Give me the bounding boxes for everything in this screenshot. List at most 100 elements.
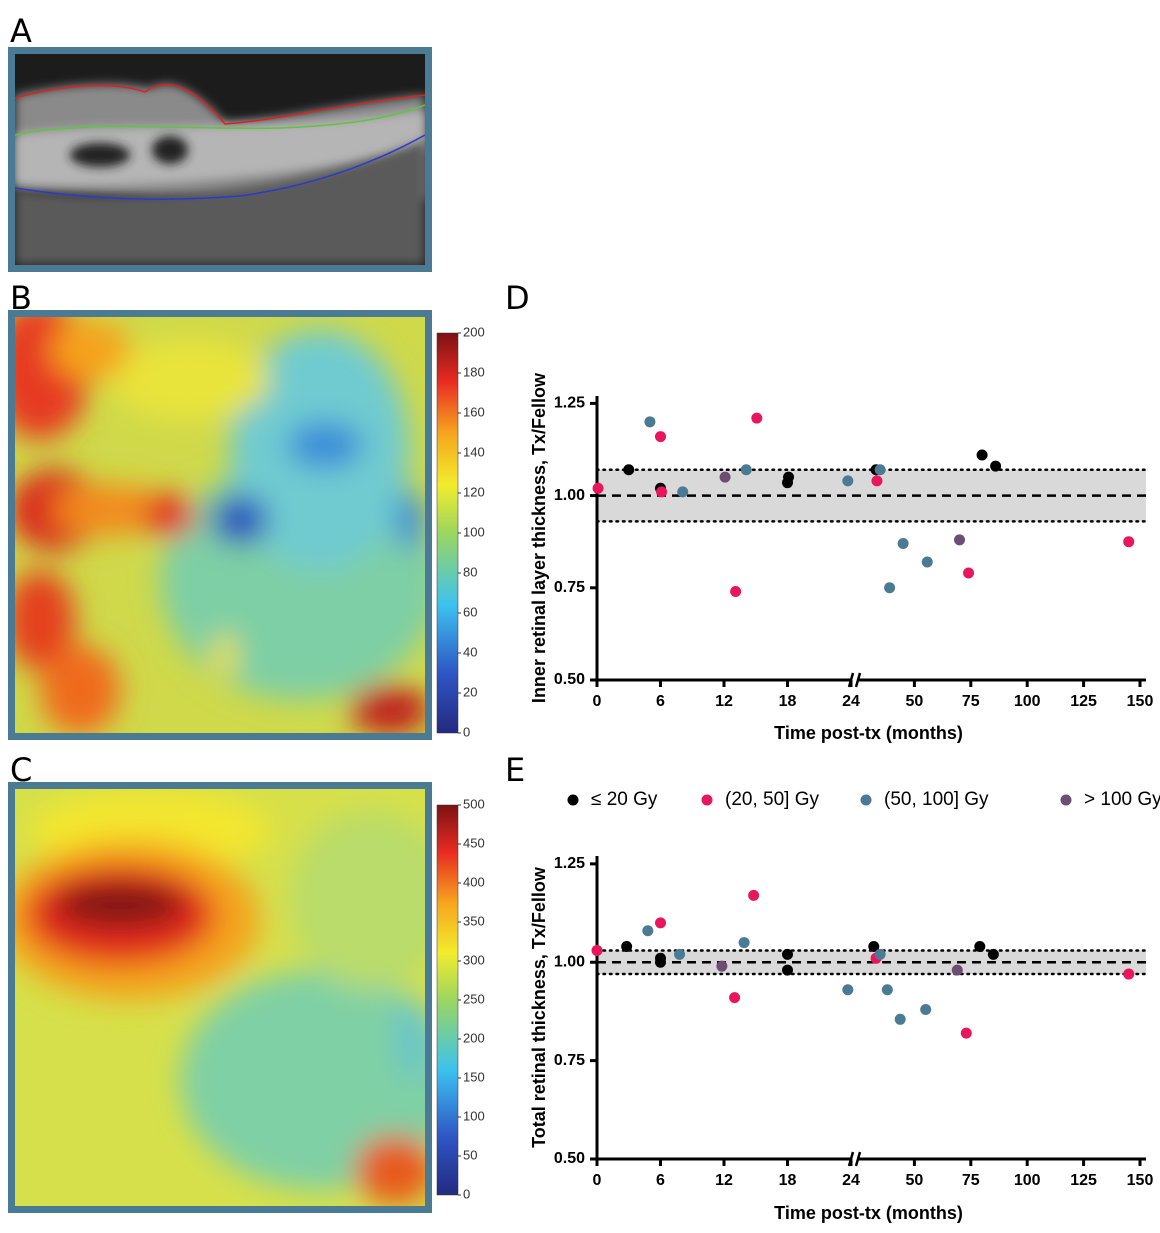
heatmap-image: [0, 300, 440, 735]
colorbar-tick-label: 150: [463, 1069, 485, 1084]
colorbar-tick-label: 140: [463, 444, 485, 459]
data-point: [954, 534, 965, 545]
x-tick-label: 125: [1070, 1172, 1097, 1189]
colorbar-tick-label: 80: [463, 564, 477, 579]
data-point: [656, 486, 667, 497]
y-tick-label: 0.75: [554, 1052, 585, 1069]
y-tick-label: 1.00: [554, 953, 585, 970]
colorbar-tick-label: 350: [463, 913, 485, 928]
colorbar-tick-label: 60: [463, 604, 477, 619]
data-point: [782, 477, 793, 488]
data-point: [782, 949, 793, 960]
data-point: [748, 890, 759, 901]
x-tick-label: 0: [593, 693, 602, 710]
colorbar-tick-label: 200: [463, 1030, 485, 1045]
data-point: [875, 949, 886, 960]
x-tick-label: 50: [906, 693, 924, 710]
data-point: [961, 1028, 972, 1039]
y-tick-label: 0.50: [554, 1150, 585, 1167]
panel-label: D: [505, 279, 530, 317]
data-point: [922, 556, 933, 567]
x-tick-label: 24: [842, 1172, 860, 1189]
panel-label: E: [505, 751, 525, 789]
data-point: [621, 941, 632, 952]
colorbar-tick-label: 250: [463, 991, 485, 1006]
colorbar-tick-label: 0: [463, 724, 470, 739]
data-point: [963, 568, 974, 579]
data-point: [898, 538, 909, 549]
colorbar: [437, 805, 458, 1195]
x-tick-label: 100: [1014, 693, 1041, 710]
x-axis-label: Time post-tx (months): [774, 723, 963, 743]
data-point: [974, 941, 985, 952]
x-axis-label: Time post-tx (months): [774, 1203, 963, 1223]
data-point: [751, 413, 762, 424]
panel-label: B: [10, 279, 32, 317]
data-point: [644, 416, 655, 427]
data-point: [716, 961, 727, 972]
colorbar-tick-label: 180: [463, 364, 485, 379]
x-tick-label: 75: [962, 693, 980, 710]
colorbar-tick-label: 300: [463, 952, 485, 967]
x-tick-label: 18: [779, 693, 797, 710]
y-tick-label: 0.75: [554, 579, 585, 596]
data-point: [1123, 536, 1134, 547]
colorbar-tick-label: 50: [463, 1147, 477, 1162]
panel-label: C: [10, 751, 32, 789]
data-point: [655, 917, 666, 928]
data-point: [990, 461, 1001, 472]
colorbar-tick-label: 100: [463, 524, 485, 539]
x-tick-label: 12: [715, 1172, 733, 1189]
data-point: [655, 957, 666, 968]
data-point: [952, 965, 963, 976]
oct-image: [15, 54, 425, 265]
data-point: [623, 464, 634, 475]
colorbar-tick-label: 500: [463, 796, 485, 811]
legend-marker: [1061, 795, 1072, 806]
data-point: [655, 431, 666, 442]
y-axis-label: Total retinal thickness, Tx/Fellow: [529, 866, 549, 1148]
data-point: [842, 984, 853, 995]
colorbar-tick-label: 400: [463, 874, 485, 889]
panel-label: A: [10, 12, 32, 50]
data-point: [977, 450, 988, 461]
page: A: [0, 0, 1160, 1228]
legend-label: ≤ 20 Gy: [591, 789, 658, 810]
data-point: [677, 486, 688, 497]
data-point: [884, 582, 895, 593]
x-tick-label: 24: [842, 693, 860, 710]
legend-marker: [861, 795, 872, 806]
data-point: [842, 475, 853, 486]
legend-marker: [568, 795, 579, 806]
colorbar-tick-label: 100: [463, 1108, 485, 1123]
y-axis-label: Inner retinal layer thickness, Tx/Fellow: [529, 372, 549, 703]
data-point: [642, 925, 653, 936]
data-point: [739, 937, 750, 948]
x-tick-label: 6: [656, 1172, 665, 1189]
data-point: [920, 1004, 931, 1015]
data-point: [895, 1014, 906, 1025]
x-tick-label: 12: [715, 693, 733, 710]
data-point: [730, 586, 741, 597]
data-point: [674, 949, 685, 960]
colorbar-tick-label: 20: [463, 684, 477, 699]
legend-marker: [702, 795, 713, 806]
data-point: [782, 965, 793, 976]
y-tick-label: 1.25: [554, 395, 585, 412]
data-point: [741, 464, 752, 475]
x-tick-label: 75: [962, 1172, 980, 1189]
y-tick-label: 1.00: [554, 487, 585, 504]
y-tick-label: 1.25: [554, 855, 585, 872]
colorbar-tick-label: 160: [463, 404, 485, 419]
x-tick-label: 125: [1070, 693, 1097, 710]
x-tick-label: 50: [906, 1172, 924, 1189]
x-tick-label: 0: [593, 1172, 602, 1189]
data-point: [988, 949, 999, 960]
colorbar-tick-label: 450: [463, 835, 485, 850]
colorbar: [437, 333, 458, 733]
data-point: [871, 475, 882, 486]
data-point: [720, 472, 731, 483]
x-tick-label: 100: [1014, 1172, 1041, 1189]
legend-label: (20, 50] Gy: [725, 789, 819, 810]
data-point: [729, 992, 740, 1003]
